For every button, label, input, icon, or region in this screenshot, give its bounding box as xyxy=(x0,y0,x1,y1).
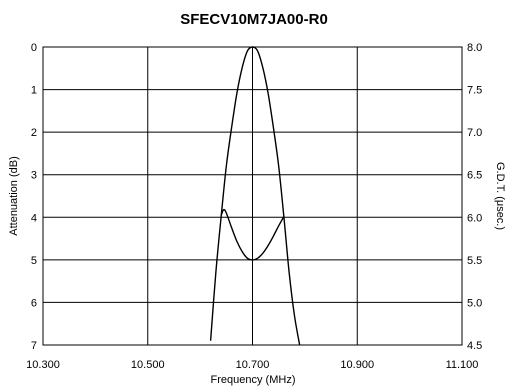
right-y-tick-label: 6.5 xyxy=(467,170,482,182)
left-y-tick-labels: 0 1 2 3 4 5 6 7 xyxy=(31,42,37,352)
left-y-tick-label: 6 xyxy=(31,297,37,309)
left-y-tick-label: 4 xyxy=(31,212,37,224)
right-y-tick-label: 7.5 xyxy=(467,85,482,97)
group-delay-curve xyxy=(220,208,285,261)
right-y-axis-label: G.D.T. (μsec.) xyxy=(494,162,506,230)
chart-title: SFECV10M7JA00-R0 xyxy=(180,11,328,28)
right-y-tick-label: 8.0 xyxy=(467,42,482,54)
left-y-axis-label: Attenuation (dB) xyxy=(8,156,20,236)
x-tick-label: 10.900 xyxy=(340,359,374,371)
left-y-tick-label: 0 xyxy=(31,42,37,54)
left-y-tick-label: 1 xyxy=(31,85,37,97)
left-y-tick-label: 3 xyxy=(31,170,37,182)
right-y-tick-label: 7.0 xyxy=(467,127,482,139)
left-y-tick-label: 2 xyxy=(31,127,37,139)
right-y-tick-label: 5.5 xyxy=(467,255,482,267)
x-tick-label: 10.300 xyxy=(26,359,60,371)
series-layer xyxy=(209,46,301,346)
attenuation-curve xyxy=(209,46,301,346)
right-y-tick-label: 5.0 xyxy=(467,297,482,309)
right-y-tick-label: 4.5 xyxy=(467,340,482,352)
grid-lines xyxy=(43,47,462,345)
right-y-tick-label: 6.0 xyxy=(467,212,482,224)
left-y-tick-label: 5 xyxy=(31,255,37,267)
x-tick-label: 10.700 xyxy=(236,359,270,371)
x-tick-label: 11.100 xyxy=(446,359,479,371)
x-tick-labels: 10.300 10.500 10.700 10.900 11.100 xyxy=(26,359,478,371)
x-tick-label: 10.500 xyxy=(131,359,165,371)
x-axis-label: Frequency (MHz) xyxy=(211,374,296,386)
right-y-tick-labels: 8.0 7.5 7.0 6.5 6.0 5.5 5.0 4.5 xyxy=(467,42,482,352)
left-y-tick-label: 7 xyxy=(31,340,37,352)
